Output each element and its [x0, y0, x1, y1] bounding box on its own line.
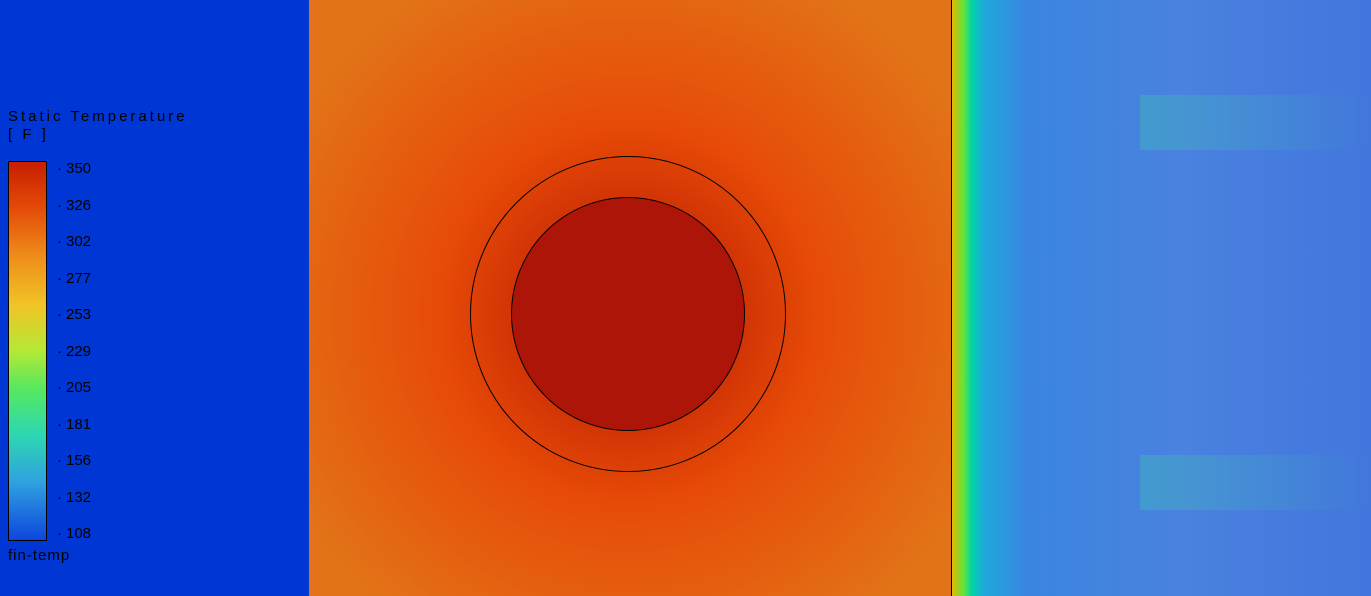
tube-inner-circle: [511, 197, 745, 431]
legend-tick-label: · 229: [57, 344, 91, 359]
flow-streak: [1140, 95, 1371, 150]
legend-tick-value: 229: [66, 343, 91, 360]
legend-tick-value: 181: [66, 416, 91, 433]
legend-tick-label: · 108: [57, 526, 91, 541]
legend-tick-mark: ·: [57, 417, 62, 432]
legend-tick-value: 302: [66, 233, 91, 250]
temperature-contour-plot: Static Temperature [ F ] · 350 · 326 · 302 · 27…: [0, 0, 1371, 596]
legend-tick-label: · 350: [57, 161, 91, 176]
legend-tick-label: · 132: [57, 490, 91, 505]
legend-tick-label: · 326: [57, 198, 91, 213]
legend-unit: [ F ]: [8, 126, 188, 143]
legend-tick-mark: ·: [57, 234, 62, 249]
legend-tick-mark: ·: [57, 453, 62, 468]
legend-color-bar: [8, 161, 47, 541]
legend-labels: · 350 · 326 · 302 · 277 · 253 · 229 · 205 · 181 · 156 · 132…: [57, 161, 91, 541]
legend-tick-value: 156: [66, 452, 91, 469]
legend-footer: fin-temp: [8, 547, 188, 564]
legend-tick-value: 108: [66, 525, 91, 542]
legend-tick-value: 253: [66, 306, 91, 323]
legend-tick-value: 132: [66, 489, 91, 506]
color-legend: Static Temperature [ F ] · 350 · 326 · 302 · 27…: [8, 108, 188, 564]
legend-tick-mark: ·: [57, 526, 62, 541]
fin-edge-line: [951, 0, 952, 596]
legend-tick-label: · 253: [57, 307, 91, 322]
legend-tick-label: · 302: [57, 234, 91, 249]
legend-tick-value: 277: [66, 270, 91, 287]
legend-tick-value: 326: [66, 197, 91, 214]
legend-tick-mark: ·: [57, 161, 62, 176]
flow-streak: [1140, 455, 1371, 510]
legend-title: Static Temperature: [8, 108, 188, 126]
legend-tick-mark: ·: [57, 380, 62, 395]
legend-body: · 350 · 326 · 302 · 277 · 253 · 229 · 205 · 181 · 156 · 132…: [8, 161, 188, 541]
legend-tick-value: 350: [66, 160, 91, 177]
legend-tick-mark: ·: [57, 490, 62, 505]
legend-tick-mark: ·: [57, 271, 62, 286]
legend-tick-value: 205: [66, 379, 91, 396]
legend-tick-mark: ·: [57, 344, 62, 359]
legend-tick-label: · 277: [57, 271, 91, 286]
legend-tick-label: · 205: [57, 380, 91, 395]
legend-tick-label: · 181: [57, 417, 91, 432]
legend-tick-mark: ·: [57, 198, 62, 213]
legend-tick-label: · 156: [57, 453, 91, 468]
legend-tick-mark: ·: [57, 307, 62, 322]
